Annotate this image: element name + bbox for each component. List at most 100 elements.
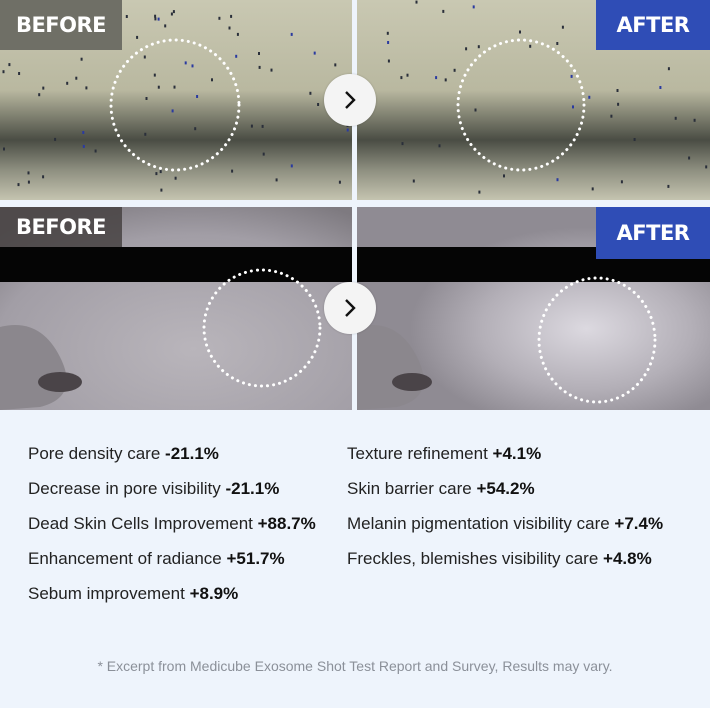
pore-speck [317,103,320,106]
stat-item: Melanin pigmentation visibility care +7.… [347,514,664,533]
chevron-right-icon [324,74,376,126]
pore-speck [8,63,11,67]
pore-speck [2,70,5,74]
pore-speck [250,124,253,128]
pore-speck [406,73,409,77]
pore-speck [667,184,670,188]
pore-speck [415,0,418,4]
pore-speck [27,180,30,184]
after-badge: AFTER [596,207,710,259]
pore-speck [667,67,670,71]
pore-speck [194,127,197,131]
pore-speck [346,128,349,132]
pore-speck [401,142,404,146]
stat-item: Pore density care -21.1% [28,444,219,463]
pore-speck [633,138,636,141]
pore-speck [231,169,234,173]
pore-speck [191,64,194,68]
pore-speck [309,91,312,95]
stat-item: Freckles, blemishes visibility care +4.8… [347,549,652,568]
pore-speck [258,52,260,55]
pore-speck [693,118,696,122]
stat-item: Decrease in pore visibility -21.1% [28,479,280,498]
pore-speck [472,5,475,9]
pore-speck [17,183,20,187]
pore-speck [157,17,160,21]
pore-speck [561,25,564,29]
pore-speck [529,44,532,48]
pore-speck [270,68,273,72]
pore-speck [85,86,88,90]
pore-speck [588,95,591,99]
focus-circle [202,268,322,388]
pore-speck [157,85,160,89]
pore-speck [160,188,163,192]
stat-item: Texture refinement +4.1% [347,444,542,463]
pore-speck [334,63,337,67]
pore-speck [386,31,389,35]
pore-speck [54,137,57,141]
pore-speck [616,89,619,92]
pore-speck [591,187,594,191]
pore-speck [236,32,239,36]
pore-speck [196,95,199,98]
pore-speck [80,57,83,61]
pore-speck [313,51,316,55]
after-badge: AFTER [596,0,710,50]
before-pore-photo: BEFORE [0,0,352,200]
pore-speck [519,30,521,34]
pore-speck [66,81,69,85]
pore-speck [620,180,623,184]
focus-circle [109,38,241,172]
pore-speck [688,156,691,160]
stat-item: Dead Skin Cells Improvement +88.7% [28,514,316,533]
pore-speck [275,178,278,182]
pore-speck [400,76,403,80]
pore-speck [143,55,146,59]
pore-speck [503,174,505,178]
pore-speck [94,149,97,153]
pore-speck [211,78,213,82]
pore-speck [218,16,221,20]
pore-speck [155,172,158,176]
pore-speck [444,78,447,82]
pore-speck [477,45,480,49]
pore-speck [465,47,468,51]
pore-speck [570,74,573,78]
pore-speck [170,12,173,16]
pore-speck [556,42,559,45]
stat-item: Enhancement of radiance +51.7% [28,549,285,568]
disclaimer: * Excerpt from Medicube Exosome Shot Tes… [97,658,613,674]
pore-speck [453,68,456,72]
focus-circle [456,38,586,172]
pore-speck [184,61,187,65]
pore-speck [144,132,147,136]
pore-speck [42,175,45,179]
pore-speck [230,14,233,18]
pore-speck [474,108,477,112]
pore-speck [610,114,613,118]
pore-speck [75,76,78,80]
after-skin-photo: AFTER [357,207,710,410]
pore-speck [261,124,264,128]
pore-speck [387,59,390,63]
pore-speck [82,131,85,134]
pore-speck [154,14,157,18]
pore-speck [556,178,559,182]
pore-speck [705,165,708,169]
pore-speck [145,97,148,100]
before-badge: BEFORE [0,207,122,247]
pore-speck [572,105,574,109]
pore-speck [412,179,415,183]
pore-speck [159,170,162,174]
pore-speck [290,164,293,168]
pore-speck [27,171,30,175]
pore-speck [338,180,341,184]
pore-speck [617,102,620,106]
pore-speck [674,116,677,120]
pore-speck [38,93,41,97]
pore-speck [438,144,441,148]
pore-speck [3,147,5,151]
pore-speck [659,86,662,89]
pore-speck [125,15,128,18]
